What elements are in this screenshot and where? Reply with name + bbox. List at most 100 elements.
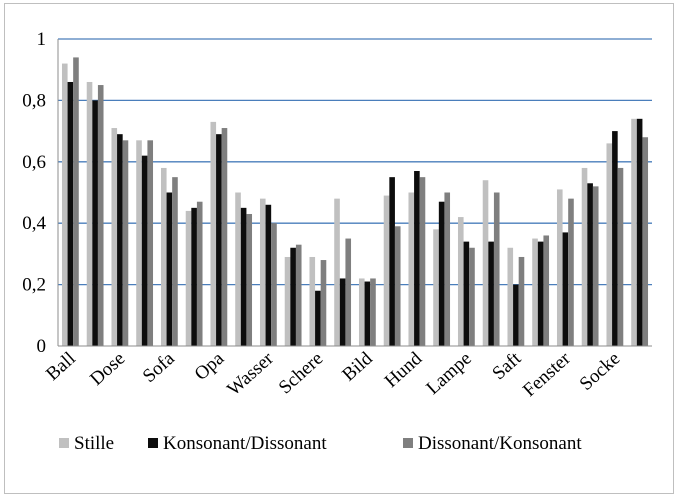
bar-stille — [334, 198, 340, 346]
y-tick-label: 0,2 — [22, 275, 46, 296]
bar-stille — [433, 229, 439, 346]
legend-swatch — [148, 438, 158, 448]
bar-stille — [61, 63, 68, 347]
y-tick-label: 0,6 — [22, 152, 46, 173]
bar-dissonant-konsonant — [568, 198, 574, 346]
bar-konsonant-dissonant — [67, 81, 74, 346]
bar-konsonant-dissonant — [389, 177, 395, 346]
bar-konsonant-dissonant — [414, 171, 420, 346]
bar-dissonant-konsonant — [469, 247, 475, 346]
bar-dissonant-konsonant — [73, 57, 79, 347]
legend-label: Dissonant/Konsonant — [418, 433, 582, 454]
bar-konsonant-dissonant — [612, 131, 618, 346]
bar-dissonant-konsonant — [320, 260, 327, 346]
bars — [61, 57, 649, 347]
bar-dissonant-konsonant — [345, 238, 352, 346]
bar-chart: 0 0,2 0,4 0,6 0,8 1 Ball Dose Sofa OpaWasserSche… — [22, 29, 652, 454]
bar-stille — [507, 247, 514, 346]
bar-stille — [482, 180, 489, 346]
x-tick-label: Saft — [488, 348, 525, 385]
x-tick-label: Wasser — [223, 348, 278, 400]
bar-dissonant-konsonant — [617, 167, 624, 346]
bar-dissonant-konsonant — [122, 140, 129, 346]
bar-dissonant-konsonant — [370, 278, 376, 346]
bar-stille — [408, 192, 415, 346]
bar-konsonant-dissonant — [216, 134, 222, 346]
legend: Stille Konsonant/Dissonant Dissonant/Konso… — [59, 433, 582, 454]
bar-konsonant-dissonant — [141, 155, 148, 346]
x-tick-label: Opa — [191, 348, 229, 385]
y-tick-label: 0,8 — [22, 90, 46, 111]
bar-konsonant-dissonant — [240, 207, 247, 346]
x-tick-label: Sofa — [139, 348, 179, 387]
bar-konsonant-dissonant — [587, 183, 593, 346]
bar-stille — [631, 118, 637, 346]
bar-stille — [284, 256, 291, 346]
legend-swatch — [59, 438, 69, 448]
bar-stille — [309, 256, 316, 346]
bar-dissonant-konsonant — [97, 85, 104, 347]
bar-dissonant-konsonant — [394, 226, 401, 346]
bar-konsonant-dissonant — [339, 278, 346, 346]
gridlines — [58, 38, 652, 286]
bar-stille — [532, 238, 538, 346]
bar-dissonant-konsonant — [543, 235, 550, 346]
bar-stille — [606, 143, 613, 346]
legend-label: Stille — [74, 433, 114, 454]
bar-dissonant-konsonant — [493, 192, 500, 346]
bar-dissonant-konsonant — [221, 128, 228, 346]
bar-stille — [86, 81, 93, 346]
x-tick-label: Socke — [576, 348, 625, 395]
bar-dissonant-konsonant — [246, 213, 253, 346]
bar-dissonant-konsonant — [444, 192, 451, 346]
bar-stille — [383, 195, 390, 346]
x-tick-label: Hund — [381, 348, 427, 392]
bar-konsonant-dissonant — [636, 118, 643, 346]
legend-swatch — [403, 438, 413, 448]
x-tick-label: Bild — [338, 348, 377, 386]
bar-konsonant-dissonant — [290, 247, 296, 346]
bar-konsonant-dissonant — [315, 290, 321, 346]
bar-dissonant-konsonant — [196, 201, 203, 346]
axes — [57, 39, 652, 347]
legend-label: Konsonant/Dissonant — [163, 433, 327, 454]
bar-dissonant-konsonant — [147, 140, 154, 346]
chart-frame: 0 0,2 0,4 0,6 0,8 1 Ball Dose Sofa Opa Wasser Sche… — [4, 3, 674, 494]
bar-konsonant-dissonant — [562, 232, 569, 346]
bar-stille — [160, 167, 167, 346]
bar-konsonant-dissonant — [166, 192, 173, 346]
bar-konsonant-dissonant — [463, 241, 470, 346]
bar-stille — [259, 198, 266, 346]
bar-konsonant-dissonant — [438, 201, 445, 346]
bar-konsonant-dissonant — [117, 134, 123, 346]
bar-stille — [185, 210, 192, 346]
x-tick-label: Lampe — [422, 348, 475, 399]
bar-stille — [556, 189, 563, 346]
bar-stille — [210, 121, 217, 346]
x-tick-label: Dose — [86, 348, 129, 390]
bar-stille — [358, 278, 365, 346]
x-tick-label: Schere — [275, 348, 327, 398]
y-tick-label: 0 — [37, 336, 47, 357]
bar-konsonant-dissonant — [191, 207, 197, 346]
bar-dissonant-konsonant — [172, 177, 178, 346]
x-tick-label: Ball — [42, 348, 80, 385]
bar-dissonant-konsonant — [642, 137, 649, 346]
bar-dissonant-konsonant — [295, 244, 302, 346]
bar-stille — [111, 128, 118, 346]
x-tick-label: Fenster — [519, 348, 575, 401]
bar-konsonant-dissonant — [92, 100, 98, 347]
bar-konsonant-dissonant — [364, 281, 371, 346]
bar-dissonant-konsonant — [592, 186, 599, 346]
bar-stille — [136, 140, 142, 346]
bar-konsonant-dissonant — [265, 204, 272, 346]
y-tick-labels: 0 0,2 0,4 0,6 0,8 1 — [22, 29, 46, 357]
bar-konsonant-dissonant — [537, 241, 544, 346]
y-tick-label: 1 — [37, 29, 47, 50]
bar-dissonant-konsonant — [419, 177, 426, 346]
bar-stille — [457, 217, 464, 346]
bar-dissonant-konsonant — [271, 223, 277, 346]
bar-dissonant-konsonant — [518, 256, 525, 346]
bar-stille — [235, 192, 241, 346]
